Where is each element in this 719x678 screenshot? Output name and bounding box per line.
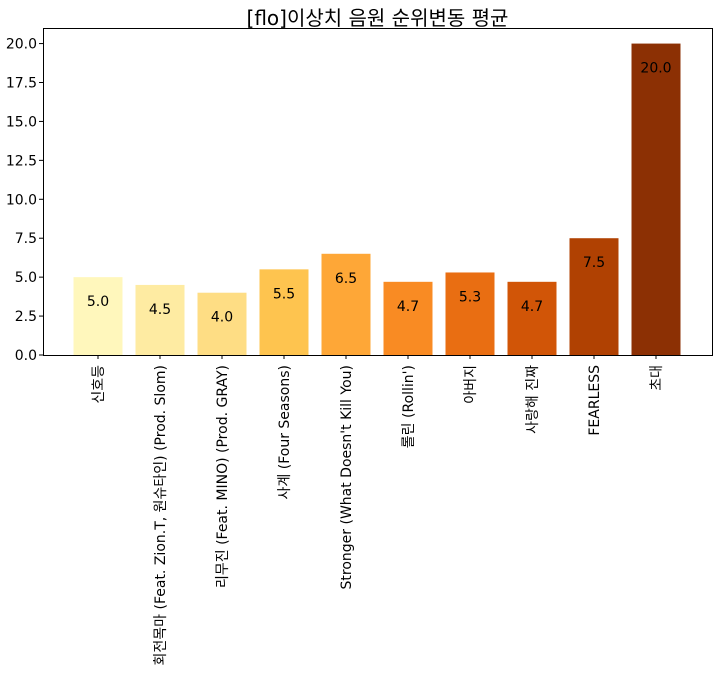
bar-value-label: 6.5 [335,271,357,287]
bar-value-label: 7.5 [583,255,605,271]
x-tick-label: 회전목마 (Feat. Zion.T, 원슈타인) (Prod. Slom) [153,365,169,665]
bar-4 [259,269,309,355]
x-tick-label: 신호등 [91,365,107,404]
y-tick-label: 15.0 [6,114,37,130]
bar-5 [321,253,371,355]
x-axis: 신호등 회전목마 (Feat. Zion.T, 원슈타인) (Prod. Slom… [91,355,665,665]
x-tick-label: 사랑해 진짜 [525,365,541,434]
bar-6 [383,281,433,355]
x-tick-label: FEARLESS [587,365,603,436]
y-tick-label: 10.0 [6,192,37,208]
bar-8 [507,281,557,355]
y-tick-label: 7.5 [15,231,37,247]
bar-2 [135,284,185,355]
bar-10 [631,43,681,355]
chart-title: [flo]이상치 음원 순위변동 평균 [246,6,509,30]
y-tick-label: 5.0 [15,270,37,286]
y-tick-label: 12.5 [6,153,37,169]
bar-3 [197,292,247,355]
bar-9 [569,238,619,355]
bars-layer [73,43,681,355]
bar-1 [73,277,123,355]
y-tick-label: 17.5 [6,76,37,92]
y-tick-label: 2.5 [15,309,37,325]
value-labels-layer: 5.0 4.5 4.0 5.5 6.5 4.7 5.3 4.7 7.5 20.0 [87,61,672,326]
bar-value-label: 4.0 [211,310,233,326]
x-tick-label: 아버지 [463,365,479,404]
bar-value-label: 5.5 [273,286,295,302]
x-tick-label: 초대 [649,365,665,391]
x-tick-label: 사계 (Four Seasons) [277,365,293,499]
y-axis: 0.0 2.5 5.0 7.5 10.0 12.5 15.0 17.5 20.0 [6,37,43,364]
bar-value-label: 4.7 [521,299,543,315]
bar-value-label: 4.5 [149,302,171,318]
x-tick-label: Stronger (What Doesn't Kill You) [339,365,355,589]
bar-value-label: 4.7 [397,299,419,315]
y-tick-label: 20.0 [6,37,37,53]
bar-value-label: 5.0 [87,294,109,310]
x-tick-label: 롤린 (Rollin') [401,365,417,448]
y-tick-label: 0.0 [15,348,37,364]
bar-7 [445,272,495,355]
bar-value-label: 5.3 [459,289,481,305]
x-tick-label: 리무진 (Feat. MINO) (Prod. GRAY) [215,365,231,588]
plot-frame [43,28,713,356]
bar-value-label: 20.0 [640,61,671,77]
